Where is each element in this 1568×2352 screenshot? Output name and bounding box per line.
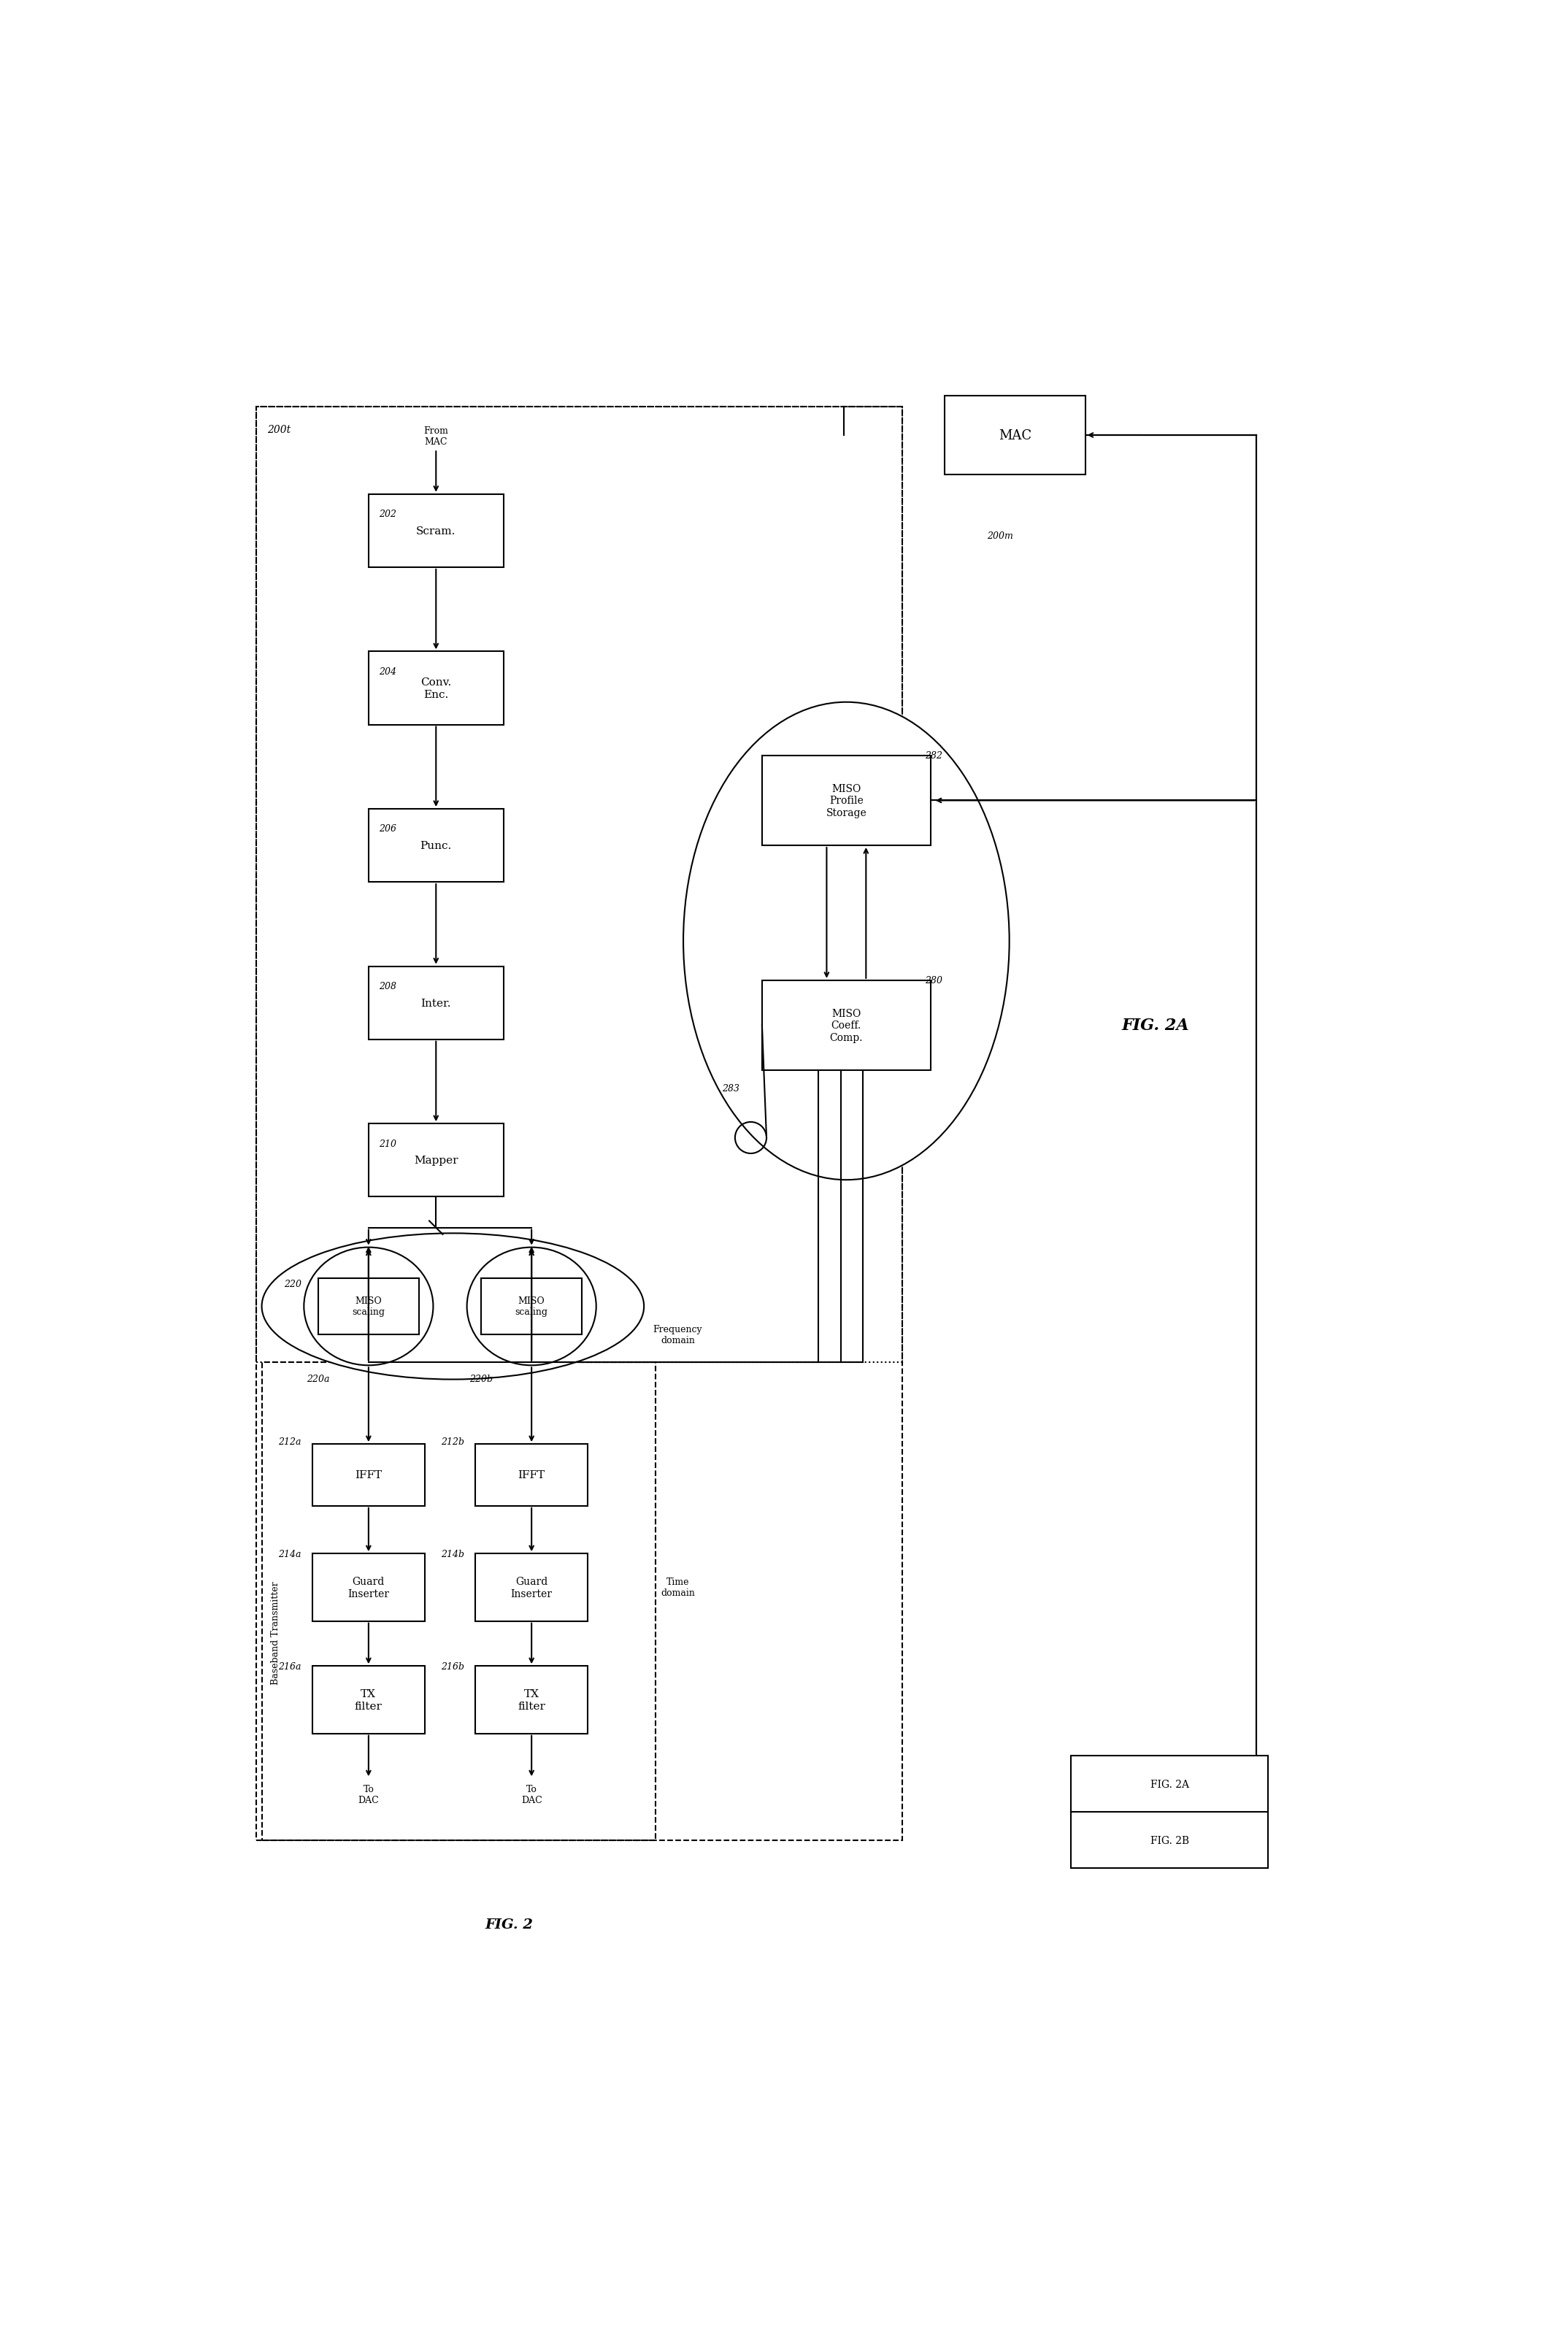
FancyBboxPatch shape: [762, 755, 931, 847]
Text: 280: 280: [925, 976, 942, 985]
Text: 208: 208: [379, 981, 397, 990]
FancyBboxPatch shape: [368, 494, 503, 567]
Text: Mapper: Mapper: [414, 1155, 458, 1167]
Text: IFFT: IFFT: [517, 1470, 546, 1479]
Text: 216b: 216b: [441, 1661, 464, 1670]
FancyBboxPatch shape: [368, 652, 503, 724]
Text: Guard
Inserter: Guard Inserter: [511, 1576, 552, 1599]
Text: 204: 204: [379, 668, 397, 677]
FancyBboxPatch shape: [368, 967, 503, 1040]
Text: Inter.: Inter.: [420, 997, 452, 1009]
Text: 200t: 200t: [268, 423, 292, 435]
FancyBboxPatch shape: [312, 1665, 425, 1733]
Ellipse shape: [467, 1247, 596, 1367]
Text: 200m: 200m: [986, 532, 1013, 541]
FancyBboxPatch shape: [368, 1124, 503, 1197]
Text: FIG. 2: FIG. 2: [485, 1919, 533, 1931]
Text: 212a: 212a: [278, 1437, 301, 1446]
FancyBboxPatch shape: [312, 1555, 425, 1621]
FancyBboxPatch shape: [312, 1444, 425, 1505]
Text: From
MAC: From MAC: [423, 426, 448, 447]
FancyBboxPatch shape: [475, 1555, 588, 1621]
Text: FIG. 2B: FIG. 2B: [1149, 1835, 1189, 1846]
Text: 216a: 216a: [278, 1661, 301, 1670]
Text: To
DAC: To DAC: [358, 1785, 379, 1804]
FancyBboxPatch shape: [944, 395, 1085, 475]
Text: MISO
Profile
Storage: MISO Profile Storage: [826, 783, 867, 818]
Text: FIG. 2A: FIG. 2A: [1121, 1018, 1189, 1033]
FancyBboxPatch shape: [368, 809, 503, 882]
Text: 220: 220: [284, 1279, 301, 1289]
FancyBboxPatch shape: [318, 1279, 419, 1334]
Text: 210: 210: [379, 1138, 397, 1148]
Text: 283: 283: [721, 1084, 740, 1094]
Text: MISO
Coeff.
Comp.: MISO Coeff. Comp.: [829, 1009, 862, 1042]
FancyBboxPatch shape: [1071, 1757, 1269, 1867]
Text: 206: 206: [379, 823, 397, 833]
FancyBboxPatch shape: [481, 1279, 582, 1334]
Text: 214a: 214a: [278, 1550, 301, 1559]
Text: Conv.
Enc.: Conv. Enc.: [420, 677, 452, 699]
Text: Frequency
domain: Frequency domain: [652, 1324, 702, 1345]
Text: To
DAC: To DAC: [521, 1785, 543, 1804]
Text: Guard
Inserter: Guard Inserter: [348, 1576, 389, 1599]
Text: TX
filter: TX filter: [517, 1689, 546, 1710]
Text: 214b: 214b: [441, 1550, 464, 1559]
Text: 282: 282: [925, 750, 942, 760]
Text: MISO
scaling: MISO scaling: [516, 1296, 547, 1317]
FancyBboxPatch shape: [762, 981, 931, 1070]
FancyBboxPatch shape: [475, 1665, 588, 1733]
Text: 212b: 212b: [441, 1437, 464, 1446]
Text: Baseband Transmitter: Baseband Transmitter: [271, 1581, 281, 1684]
Text: IFFT: IFFT: [354, 1470, 383, 1479]
Text: MISO
scaling: MISO scaling: [353, 1296, 386, 1317]
Ellipse shape: [262, 1232, 644, 1381]
Text: Time
domain: Time domain: [660, 1578, 695, 1597]
Text: 220a: 220a: [307, 1374, 329, 1383]
Text: 220b: 220b: [470, 1374, 492, 1383]
Text: MAC: MAC: [999, 428, 1032, 442]
Text: FIG. 2A: FIG. 2A: [1151, 1778, 1189, 1790]
Ellipse shape: [304, 1247, 433, 1367]
Ellipse shape: [684, 703, 1010, 1181]
Text: 202: 202: [379, 510, 397, 520]
FancyBboxPatch shape: [475, 1444, 588, 1505]
Text: Punc.: Punc.: [420, 840, 452, 851]
Text: Scram.: Scram.: [416, 527, 456, 536]
Text: TX
filter: TX filter: [354, 1689, 383, 1710]
